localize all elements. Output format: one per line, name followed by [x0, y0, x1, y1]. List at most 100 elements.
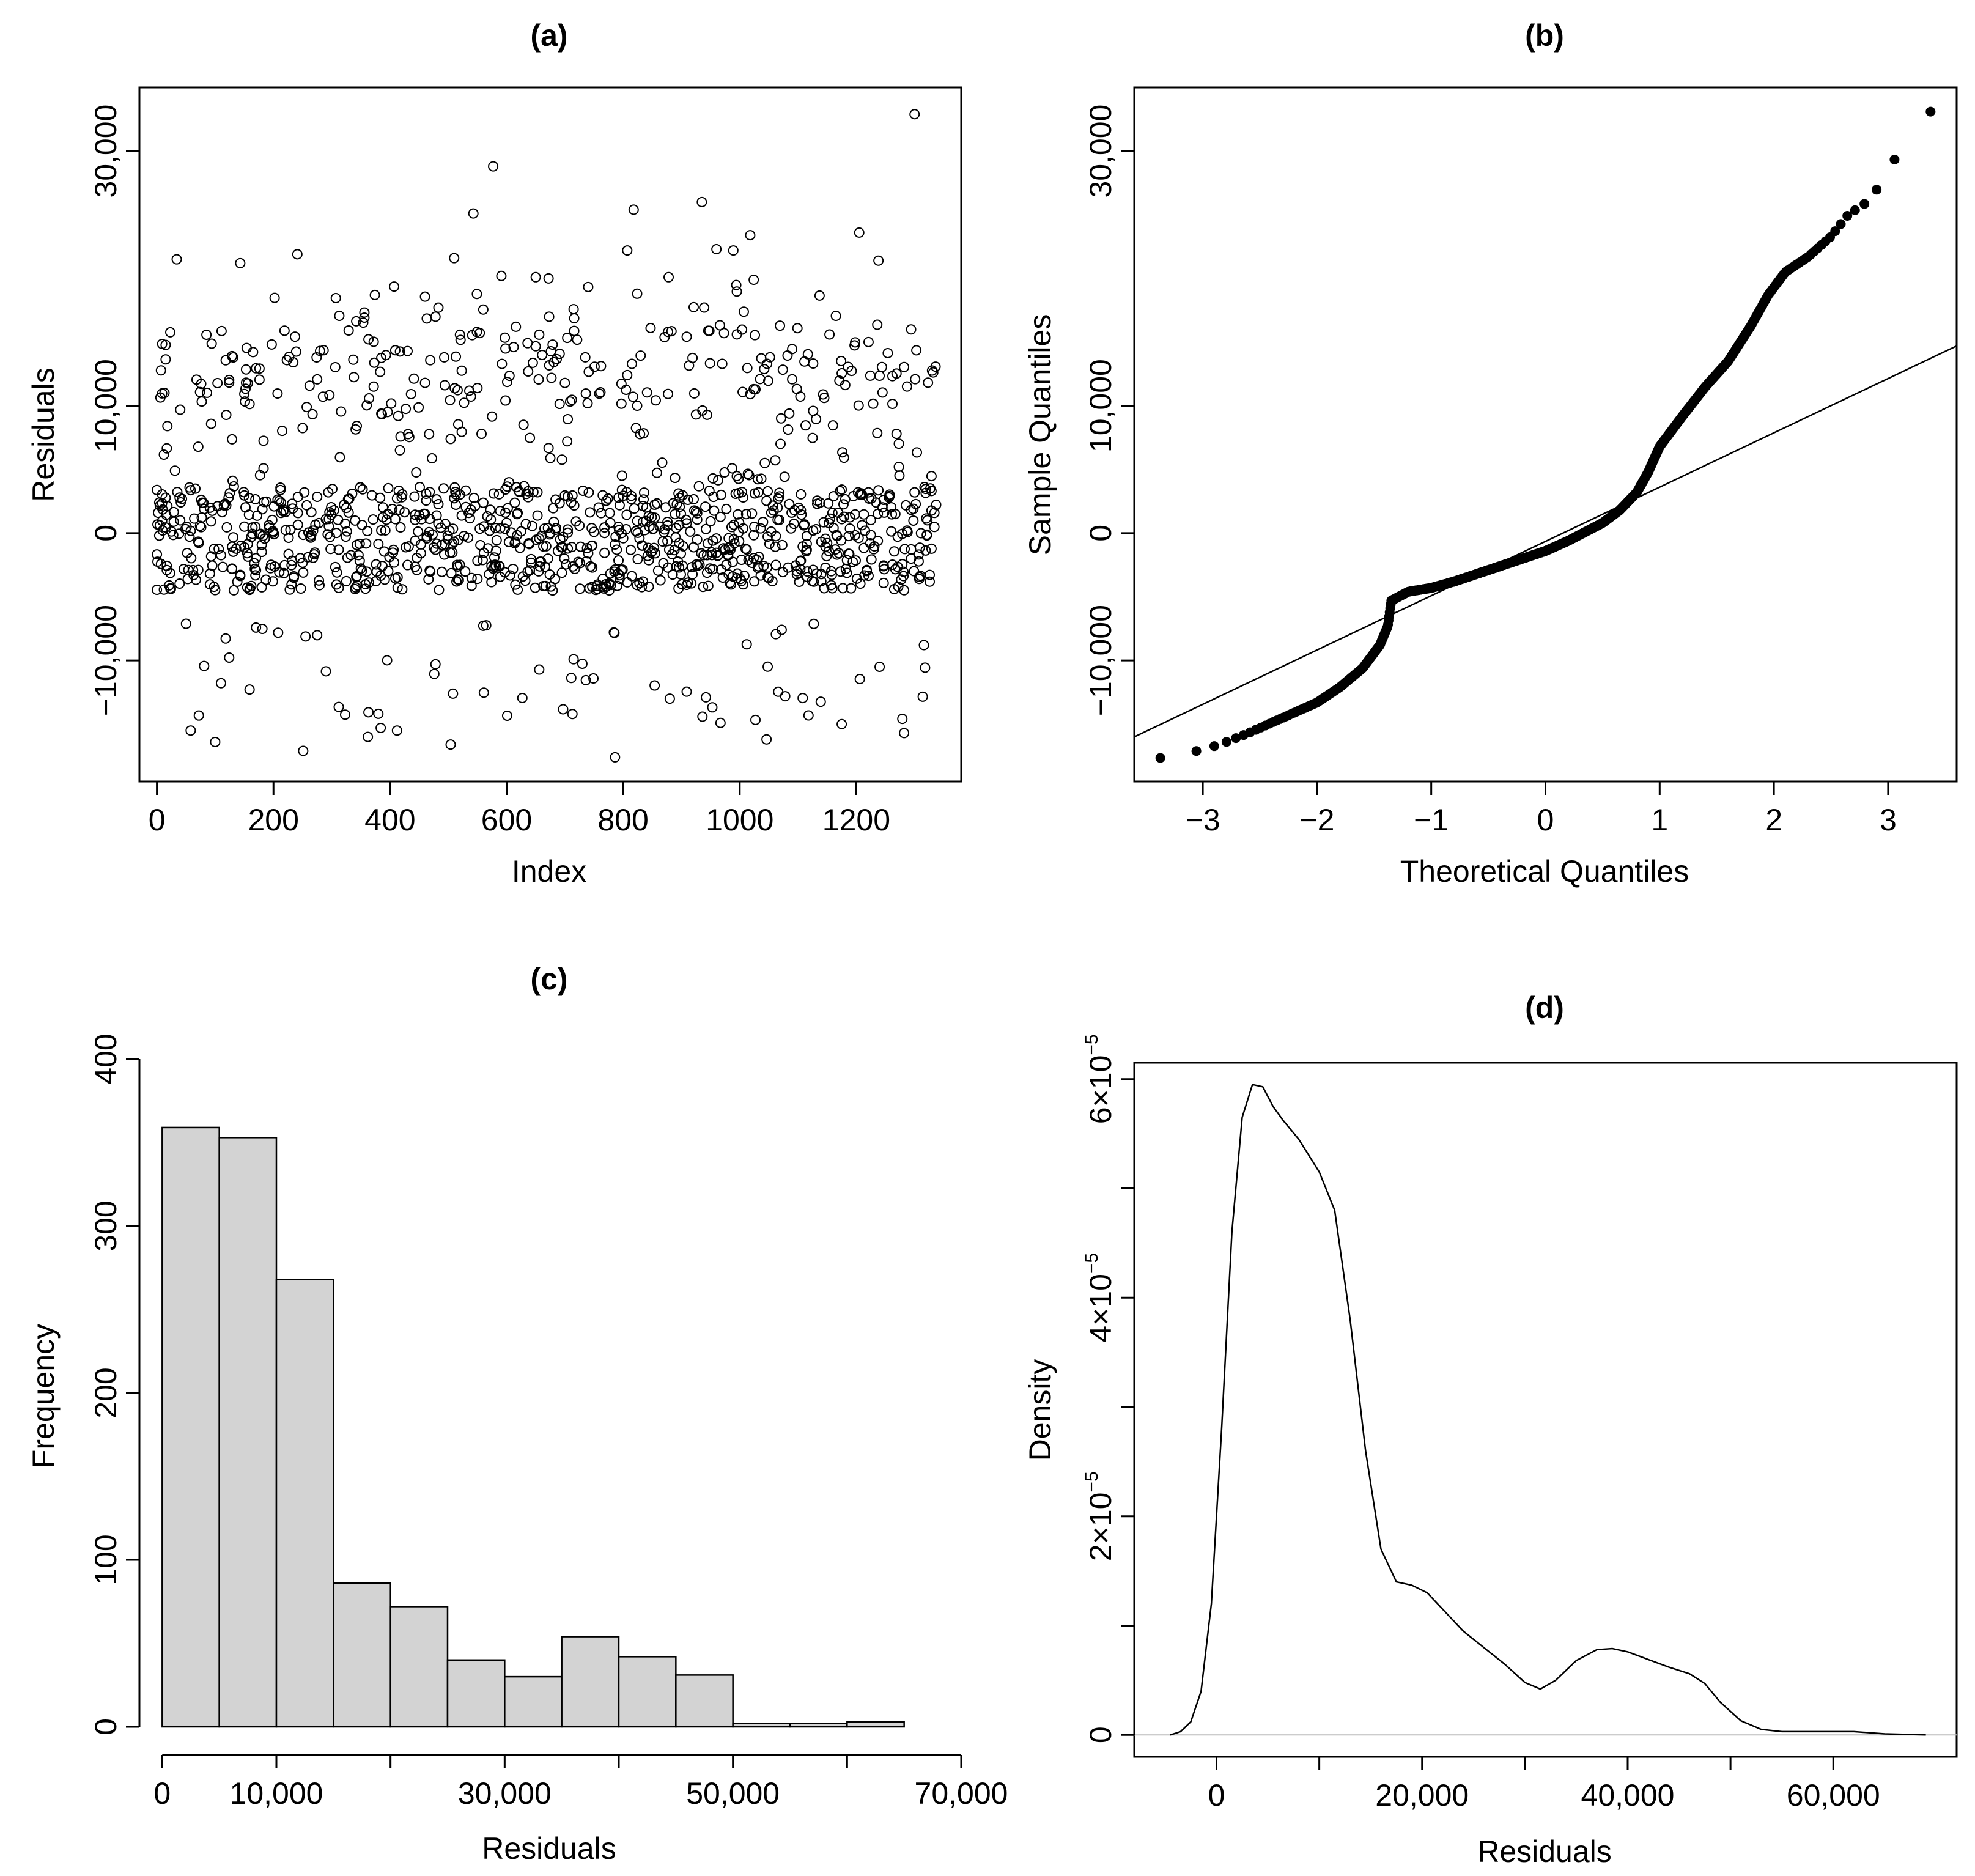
residual-point — [188, 569, 199, 580]
residual-point — [227, 475, 238, 486]
residual-point — [369, 357, 380, 368]
panel-b-x-axis: −3 −2 −1 0 1 2 3 — [1186, 780, 1897, 837]
residual-point — [887, 509, 898, 520]
residual-point — [685, 526, 696, 537]
residual-point — [596, 508, 607, 519]
residual-point — [538, 541, 549, 552]
residual-point — [534, 329, 545, 340]
residual-point — [433, 302, 444, 313]
residual-point — [909, 487, 920, 498]
residual-point — [389, 281, 400, 292]
residual-point — [926, 471, 937, 482]
residual-point — [719, 467, 730, 478]
residual-point — [756, 473, 767, 484]
residual-point — [520, 519, 531, 530]
residual-point — [164, 580, 175, 591]
y-tick-label: 10,000 — [89, 359, 123, 452]
residual-point — [424, 429, 435, 440]
residual-point — [892, 561, 903, 572]
residual-point — [348, 354, 359, 365]
residual-point — [189, 513, 200, 524]
residual-point — [920, 484, 931, 495]
residual-point — [676, 569, 687, 580]
panel-b-title: (b) — [1525, 18, 1564, 53]
residual-point — [221, 522, 232, 533]
residual-point — [770, 455, 781, 466]
residual-point — [477, 555, 488, 566]
residual-point — [240, 364, 251, 375]
residual-point — [662, 516, 673, 527]
panel-d-y-axis: 02×10−54×10−56×10−5 — [1082, 1034, 1135, 1743]
residual-point — [681, 331, 692, 342]
residual-point — [567, 561, 578, 572]
residual-point — [217, 561, 228, 572]
residual-point — [816, 536, 827, 547]
residual-point — [500, 343, 511, 354]
residual-point — [216, 325, 227, 336]
residual-point — [424, 565, 435, 576]
y-tick-label: 30,000 — [89, 105, 123, 198]
residual-point — [777, 364, 788, 375]
residual-point — [643, 555, 654, 566]
residual-point — [762, 358, 773, 369]
panel-c-x-label: Residuals — [482, 1831, 616, 1866]
residual-point — [686, 578, 697, 589]
residual-point — [775, 320, 786, 331]
residual-point — [460, 501, 471, 512]
residual-point — [224, 652, 235, 663]
residual-point — [256, 547, 267, 558]
residual-point — [647, 545, 658, 556]
residual-point — [361, 400, 372, 411]
residual-point — [860, 525, 871, 536]
residual-point — [758, 517, 769, 528]
residual-point — [402, 345, 413, 356]
residual-point — [439, 352, 450, 363]
residual-point — [252, 510, 263, 521]
residual-point — [376, 408, 387, 419]
residual-point — [254, 529, 265, 540]
residual-point — [720, 544, 731, 555]
residual-point — [807, 432, 818, 443]
histogram-bar — [504, 1675, 563, 1728]
residual-point — [843, 531, 854, 542]
residual-point — [190, 574, 201, 585]
residual-point — [160, 354, 171, 365]
residual-point — [738, 523, 749, 534]
residual-point — [784, 498, 795, 509]
residual-point — [664, 693, 675, 704]
residual-point — [566, 394, 577, 405]
residual-point — [391, 725, 402, 736]
residual-point — [770, 559, 781, 571]
residual-point — [314, 575, 325, 586]
residual-point — [921, 530, 932, 541]
residual-point — [495, 523, 506, 534]
residual-point — [274, 495, 285, 506]
residual-point — [687, 561, 698, 572]
residual-point — [673, 583, 684, 594]
residual-point — [728, 519, 739, 530]
y-tick-label: 30,000 — [1083, 105, 1118, 198]
residual-point — [175, 515, 186, 526]
panel-b-qq-plot: (b) −3 −2 −1 0 1 2 3 −10,000 0 10,000 30,000 Theo… — [1023, 18, 1958, 888]
residual-point — [581, 543, 592, 554]
panel-a-residuals-vs-index: (a) 0 200 400 600 800 1000 1200 −10,000 0 10,000… — [26, 18, 962, 888]
residual-point — [242, 551, 253, 562]
residual-point — [341, 526, 352, 537]
residual-point — [285, 525, 296, 536]
residual-point — [868, 398, 879, 409]
panel-b-points — [1155, 106, 1936, 763]
residual-point — [708, 492, 719, 503]
residual-point — [796, 504, 807, 515]
quantile-point — [1191, 746, 1202, 756]
residual-point — [850, 509, 861, 520]
residual-point — [629, 503, 640, 514]
residual-point — [780, 691, 791, 702]
residual-point — [312, 491, 323, 502]
residual-point — [324, 390, 335, 401]
residual-point — [204, 579, 215, 590]
residual-point — [792, 323, 803, 334]
residual-point — [561, 559, 572, 570]
residual-point — [382, 407, 393, 418]
residual-point — [292, 249, 303, 260]
residual-point — [724, 542, 735, 553]
